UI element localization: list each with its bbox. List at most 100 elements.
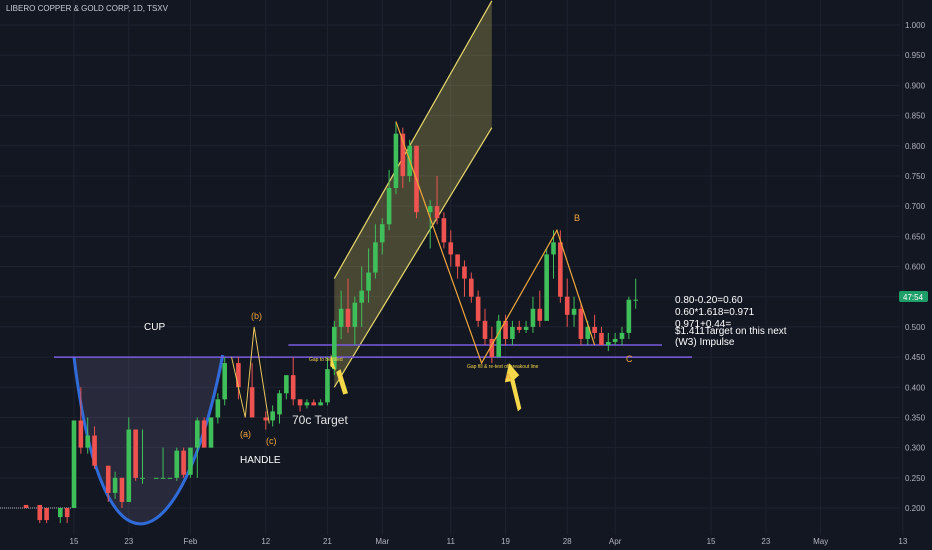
candle-body-17 (167, 477, 173, 479)
gap-label: Gap to be filled (309, 357, 343, 363)
candle-body-19 (181, 450, 186, 475)
abc-wave-line (395, 121, 596, 365)
grid (0, 0, 904, 535)
candle-body-25 (222, 363, 227, 400)
handle-wave-line (231, 326, 270, 424)
candle-body-16 (160, 477, 166, 479)
y-tick-label-12: 0.800 (905, 142, 926, 151)
channel-upper-line (333, 0, 493, 279)
gap-fill-label: Gap fill & re-test of breakout line (467, 364, 539, 370)
y-tick-label-11: 0.750 (905, 172, 926, 181)
target-label: 70c Target (292, 413, 348, 427)
price-tag-text: 47:54 (903, 293, 924, 302)
wave-A-label: A (505, 372, 511, 382)
candle-body-5 (71, 420, 77, 508)
candle-body-26 (236, 363, 241, 388)
channel-lower-line (333, 127, 493, 388)
candle-body-77 (606, 341, 611, 345)
candle-body-30 (277, 393, 282, 415)
calc-line-2: 0.60*1.618=0.971 (675, 307, 755, 318)
candle-body-79 (619, 332, 625, 339)
candle-body-10 (112, 477, 118, 493)
chart-title: LIBERO COPPER & GOLD CORP, 1D, TSXV (6, 4, 169, 13)
wave-c-small-label: (c) (266, 436, 277, 446)
candle-body-59 (482, 320, 488, 339)
y-tick-label-15: 0.950 (905, 51, 926, 60)
candle-body-38 (332, 326, 337, 370)
handle-label: HANDLE (240, 455, 281, 466)
x-tick-label-6: 11 (447, 537, 456, 546)
y-tick-label-13: 0.850 (905, 112, 926, 121)
candle-body-75 (592, 326, 597, 333)
candle-body-33 (297, 399, 303, 406)
y-tick-label-2: 0.300 (905, 444, 926, 453)
candle-body-42 (359, 290, 364, 303)
calc-line-1: 0.80-0.20=0.60 (675, 295, 743, 306)
candle-body-7 (85, 435, 90, 448)
candle-body-58 (475, 296, 481, 321)
candle-body-72 (571, 308, 577, 315)
candle-body-6 (78, 420, 84, 448)
candle-body-68 (544, 254, 549, 321)
y-tick-label-4: 0.400 (905, 383, 926, 392)
retest-arrow (504, 363, 522, 412)
candle-body-4 (64, 508, 70, 518)
candle-body-51 (427, 206, 433, 213)
x-tick-label-5: Mar (375, 537, 389, 546)
candle-body-9 (105, 465, 111, 493)
candle-body-29 (270, 411, 275, 421)
candle-body-40 (345, 308, 351, 327)
candle-body-67 (537, 308, 543, 321)
candle-body-1 (37, 504, 43, 521)
x-tick-label-11: 23 (761, 537, 770, 546)
candle-body-12 (126, 429, 132, 502)
candle-body-74 (585, 326, 591, 339)
x-tick-label-10: 15 (707, 537, 716, 546)
x-tick-label-9: Apr (609, 537, 622, 546)
candle-body-3 (58, 508, 63, 518)
candle-body-57 (469, 278, 474, 297)
calc-line-4: $1.411Target on this next (675, 326, 787, 337)
candle-body-63 (510, 326, 515, 339)
candle-body-71 (564, 296, 570, 315)
candle-body-47 (393, 133, 399, 189)
candle-body-23 (208, 417, 214, 448)
candle-body-73 (578, 308, 584, 339)
cup-shading (74, 357, 225, 525)
y-tick-label-5: 0.450 (905, 353, 926, 362)
candle-body-11 (119, 477, 125, 502)
candle-body-39 (338, 308, 344, 327)
candle-body-56 (462, 266, 467, 279)
candle-body-70 (558, 242, 563, 297)
y-tick-label-3: 0.350 (905, 413, 926, 422)
candle-body-27 (249, 387, 255, 418)
y-tick-label-1: 0.250 (905, 474, 926, 483)
y-tick-label-0: 0.200 (905, 504, 926, 513)
y-tick-label-16: 1.000 (905, 21, 926, 30)
candle-body-62 (503, 320, 508, 339)
wave-B-label: B (574, 213, 580, 223)
candle-body-61 (496, 320, 501, 358)
candle-body-20 (188, 447, 193, 475)
candle-body-66 (530, 308, 536, 327)
candle-body-69 (551, 242, 556, 255)
candle-body-24 (215, 399, 221, 418)
candle-body-41 (352, 302, 358, 327)
candle-body-22 (201, 420, 207, 448)
wave-a-small-label: (a) (240, 429, 251, 439)
x-tick-label-12: May (813, 537, 828, 546)
x-axis: 1523Feb1221Mar111928Apr1523May132231 (70, 537, 908, 546)
x-tick-label-7: 19 (501, 537, 510, 546)
x-tick-label-2: Feb (184, 537, 198, 546)
candle-body-48 (400, 133, 406, 176)
channel-fill (334, 0, 492, 388)
candle-body-80 (626, 299, 632, 333)
annotation-labels: LIBERO COPPER & GOLD CORP, 1D, TSXV CUP … (6, 4, 787, 466)
candle-body-31 (284, 375, 289, 394)
candle-body-15 (153, 477, 159, 479)
candle-body-0 (23, 504, 29, 508)
wave-b-small-label: (b) (251, 311, 262, 321)
wave-C-label: C (626, 354, 633, 364)
y-tick-label-6: 0.500 (905, 323, 926, 332)
